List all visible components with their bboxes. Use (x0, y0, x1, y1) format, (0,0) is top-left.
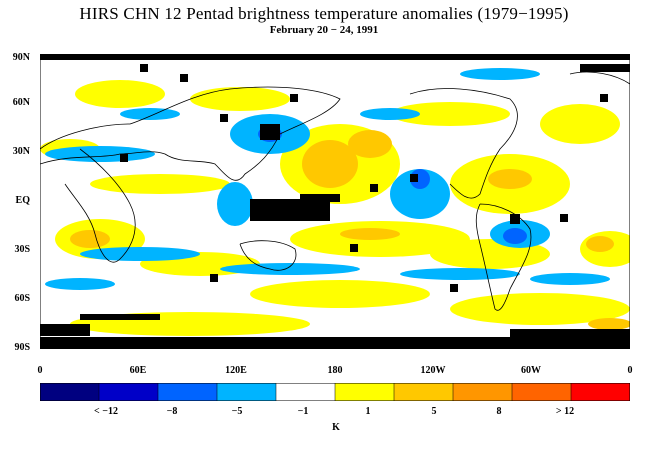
colorbar-tick-2: −5 (231, 406, 243, 417)
colorbar-tick-6: 8 (496, 406, 502, 417)
anomaly-fields (40, 54, 630, 349)
colorbar-swatch-6 (393, 383, 454, 401)
colorbar-swatch-9 (570, 383, 630, 401)
colorbar-swatch-7 (452, 383, 513, 401)
lon-label-180: 180 (327, 365, 343, 376)
lat-label-30s: 30S (14, 244, 30, 255)
colorbar-swatch-5 (334, 383, 395, 401)
missing-data-blocks (40, 54, 630, 349)
lon-label-0: 0 (37, 365, 43, 376)
lat-label-60s: 60S (14, 293, 30, 304)
lat-label-eq: EQ (15, 195, 30, 206)
lat-label-90n: 90N (12, 52, 30, 63)
lat-label-90s: 90S (14, 342, 30, 353)
colorbar-tick-3: −1 (297, 406, 309, 417)
lon-label-60e: 60E (129, 365, 147, 376)
lon-label-120e: 120E (225, 365, 247, 376)
strong-positive-patches (70, 130, 630, 330)
colorbar-tick-0: < −12 (94, 406, 118, 417)
colorbar-tick-7: > 12 (555, 406, 575, 417)
positive-anomaly-patches (40, 80, 630, 336)
lon-label-120w: 120W (420, 365, 446, 376)
colorbar (40, 383, 630, 401)
colorbar-unit: K (332, 422, 340, 433)
lon-label-60w: 60W (521, 365, 541, 376)
colorbar-swatch-2 (157, 383, 218, 401)
negative-anomaly-patches (45, 68, 610, 290)
lat-label-30n: 30N (12, 146, 30, 157)
colorbar-swatch-8 (511, 383, 572, 401)
colorbar-swatch-0 (40, 383, 100, 401)
lat-label-60n: 60N (12, 97, 30, 108)
colorbar-swatch-1 (98, 383, 159, 401)
colorbar-tick-1: −8 (166, 406, 178, 417)
map-subtitle: February 20 − 24, 1991 (269, 24, 379, 36)
lon-label-0-end: 0 (627, 365, 633, 376)
anomaly-map (40, 54, 630, 349)
colorbar-swatch-4 (275, 383, 336, 401)
colorbar-swatches (40, 383, 630, 401)
coastlines (40, 71, 630, 345)
colorbar-tick-4: 1 (365, 406, 371, 417)
colorbar-swatch-3 (216, 383, 277, 401)
colorbar-tick-5: 5 (431, 406, 437, 417)
map-title: HIRS CHN 12 Pentad brightness temperatur… (79, 4, 569, 23)
